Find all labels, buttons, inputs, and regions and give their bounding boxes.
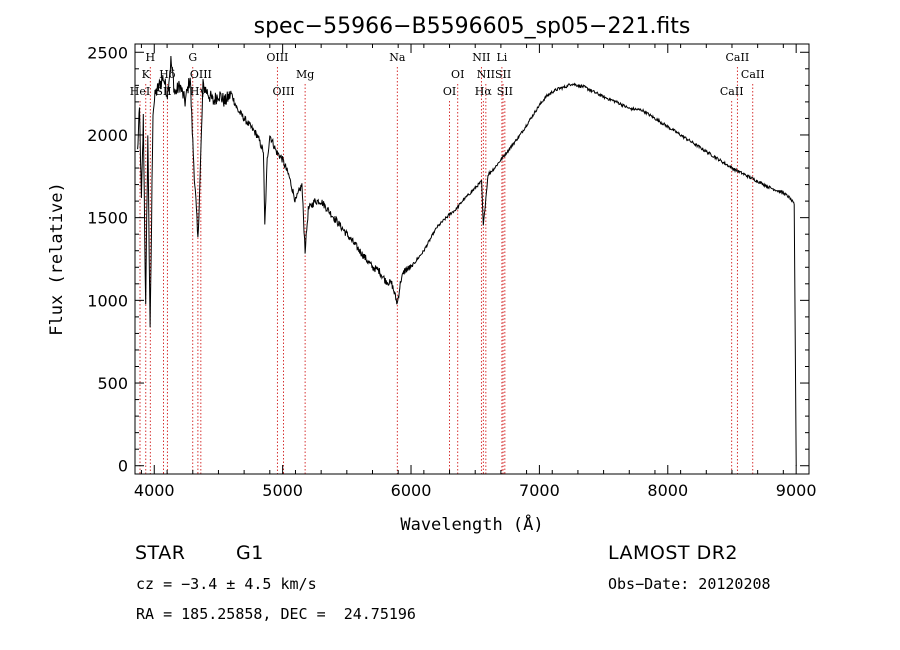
- x-tick-label: 8000: [647, 481, 688, 500]
- redshift-text: cz = −3.4 ± 4.5 km/s: [136, 575, 317, 593]
- x-tick-label: 6000: [391, 481, 432, 500]
- object-subclass: G1: [236, 542, 264, 564]
- line-label: OΙΙΙ: [266, 51, 288, 64]
- line-label: SΙΙ: [497, 85, 513, 98]
- observation-date: Obs−Date: 20120208: [608, 575, 771, 593]
- line-label: G: [188, 51, 197, 64]
- line-label: NΙΙ: [472, 51, 490, 64]
- line-label: OΙ: [443, 85, 456, 98]
- line-label: Na: [389, 51, 406, 64]
- line-label: HeΙ: [130, 85, 150, 98]
- line-label: CaΙΙ: [720, 85, 744, 98]
- x-axis-label: Wavelength (Å): [400, 513, 543, 535]
- line-label: OΙΙΙ: [190, 68, 212, 81]
- line-label: CaΙΙ: [726, 51, 750, 64]
- line-label: Hα: [475, 85, 493, 98]
- y-axis-ticks: 0 500 1000 1500 2000 2500: [87, 43, 809, 476]
- line-label: K: [142, 68, 151, 81]
- survey-name: LAMOST DR2: [608, 542, 738, 564]
- y-axis-label: Flux (relative): [47, 182, 67, 336]
- coordinates-text: RA = 185.25858, DEC = 24.75196: [136, 605, 416, 623]
- plot-frame: [134, 43, 810, 475]
- x-tick-label: 7000: [519, 481, 560, 500]
- object-class: STAR: [135, 542, 186, 564]
- line-label: OΙ: [451, 68, 464, 81]
- line-label: Li: [496, 51, 507, 64]
- line-label: NΙΙ: [477, 68, 495, 81]
- y-tick-label: 2500: [87, 43, 128, 62]
- chart-title: spec−55966−B5596605_sp05−221.fits: [254, 14, 691, 39]
- line-label: CaΙΙ: [741, 68, 765, 81]
- x-axis-ticks: 4000 5000 6000 7000 8000 9000: [134, 44, 817, 500]
- x-tick-label: 5000: [262, 481, 303, 500]
- x-tick-label: 4000: [134, 481, 175, 500]
- line-label: Mg: [296, 68, 314, 81]
- spectrum-series: [137, 55, 797, 466]
- x-tick-label: 9000: [776, 481, 817, 500]
- line-label: OΙΙΙ: [273, 85, 295, 98]
- y-tick-label: 500: [97, 374, 128, 393]
- y-tick-label: 1000: [87, 291, 128, 310]
- spectrum-line: [137, 55, 797, 466]
- y-tick-label: 1500: [87, 209, 128, 228]
- spectral-line-markers: HeΙKHHδSΙΙGOΙΙΙHγOΙΙΙOΙΙΙMgNaOΙOΙNΙΙNΙΙH…: [130, 51, 765, 474]
- line-label: H: [145, 51, 155, 64]
- y-tick-label: 2000: [87, 126, 128, 145]
- line-label: SΙΙ: [495, 68, 511, 81]
- y-tick-label: 0: [118, 457, 128, 476]
